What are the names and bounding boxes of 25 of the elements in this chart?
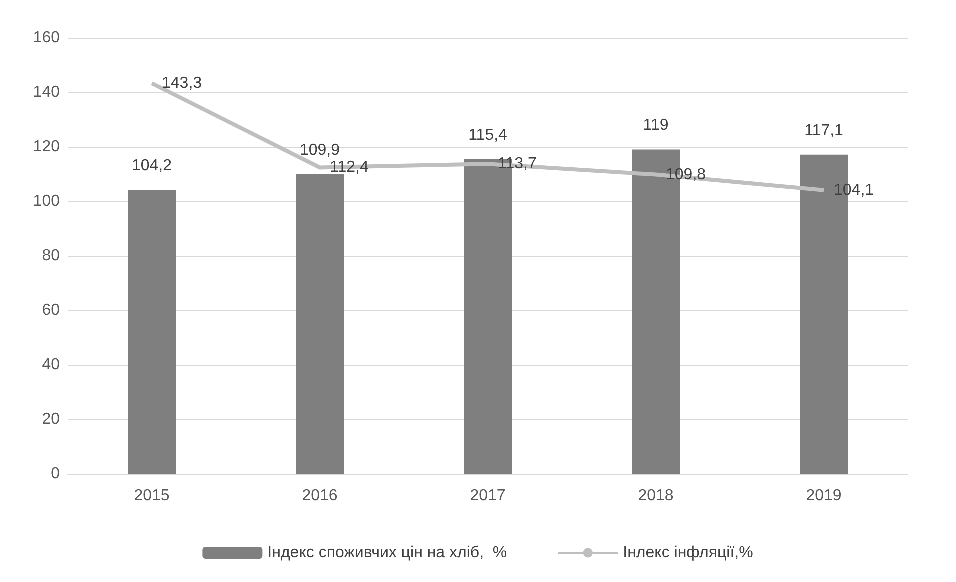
y-tick-label: 80 bbox=[42, 248, 60, 264]
y-tick-label: 120 bbox=[33, 138, 60, 156]
x-tick-label: 2019 bbox=[806, 488, 842, 504]
x-tick-label: 2016 bbox=[302, 488, 338, 504]
data-label: 109,8 bbox=[666, 166, 706, 184]
data-label: 117,1 bbox=[804, 122, 844, 140]
y-tick-label: 60 bbox=[42, 302, 60, 319]
y-tick-label: 140 bbox=[33, 84, 60, 101]
x-tick-label: 2015 bbox=[134, 488, 170, 504]
data-label: 113,7 bbox=[498, 156, 537, 173]
y-tick-label: 100 bbox=[33, 193, 60, 210]
y-tick-label: 160 bbox=[33, 30, 60, 46]
data-label: 143,3 bbox=[162, 75, 202, 92]
legend-label: Інлекс інфляції,% bbox=[623, 544, 754, 562]
y-tick-label: 40 bbox=[42, 356, 60, 374]
data-label: 112,4 bbox=[330, 159, 369, 176]
data-label: 109,9 bbox=[300, 142, 340, 160]
y-tick-label: 20 bbox=[42, 411, 60, 428]
legend-label: Індекс споживчих цін на хліб, % bbox=[268, 544, 508, 562]
data-label: 104,2 bbox=[132, 158, 172, 175]
data-label: 115,4 bbox=[468, 127, 508, 144]
x-tick-label: 2018 bbox=[638, 488, 674, 504]
data-label: 119 bbox=[643, 117, 669, 134]
y-tick-label: 0 bbox=[51, 466, 60, 482]
x-tick-label: 2017 bbox=[470, 488, 506, 504]
